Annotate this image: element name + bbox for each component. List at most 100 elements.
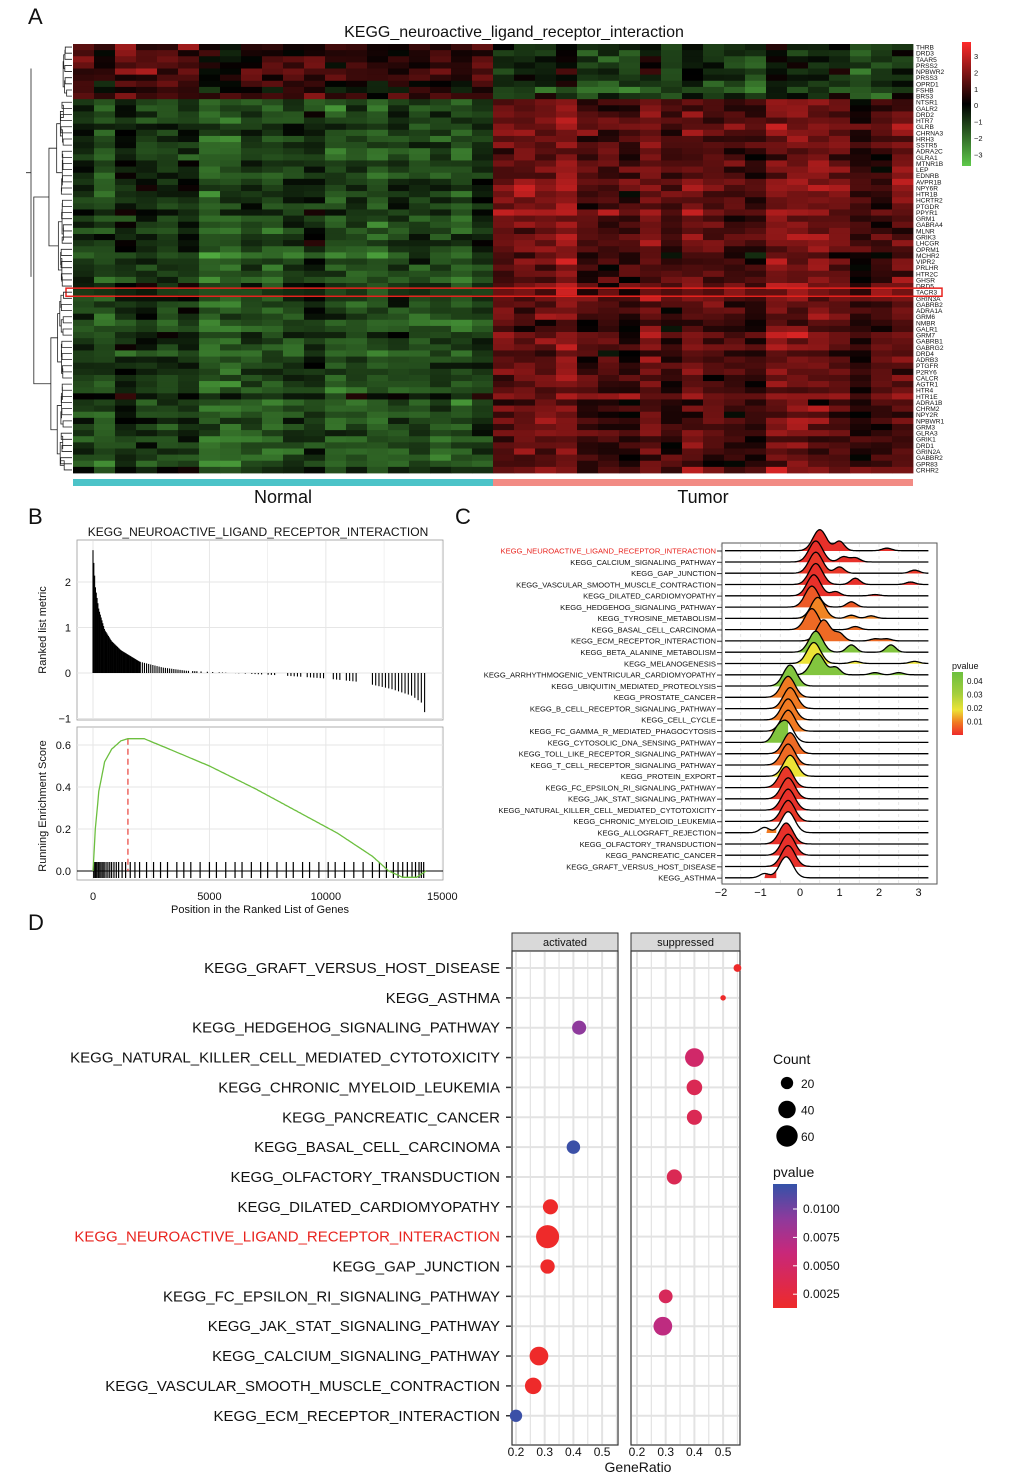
heatmap-cell [199,411,221,419]
heatmap-cell [808,246,830,253]
heatmap-cell [304,68,326,76]
heatmap-cell [640,135,662,143]
heatmap-cell [682,442,704,449]
heatmap-cell [598,129,620,137]
heatmap-cell [766,283,788,290]
heatmap-cell [892,209,914,216]
heatmap-cell [220,209,242,216]
heatmap-cell [430,460,452,468]
heatmap-cell [178,283,200,290]
heatmap-cell [388,86,410,94]
heatmap-cell [703,289,725,296]
heatmap-cell [241,154,263,161]
heatmap-cell [409,374,431,382]
heatmap-cell [514,356,536,364]
heatmap-cell [829,405,851,413]
heatmap-cell [535,276,557,284]
heatmap-cell [73,123,95,131]
heatmap-cell [703,74,725,82]
heatmap-cell [115,338,137,345]
heatmap-cell [262,240,284,247]
heatmap-cell [115,319,137,327]
heatmap-cell [136,399,158,406]
heatmap-cell [304,117,326,125]
heatmap-cell [892,117,914,125]
y-tick-top: −1 [58,714,71,726]
heatmap-cell [682,62,704,69]
heatmap-cell [136,307,158,315]
pathway-label: KEGG_CALCIUM_SIGNALING_PATHWAY [212,1348,500,1365]
heatmap-cell [703,313,725,321]
heatmap-cell [451,319,473,327]
heatmap-cell [682,460,704,468]
heatmap-cell [808,319,830,327]
heatmap-cell [787,430,809,437]
ridge-fill [798,529,899,551]
heatmap-cell [157,393,179,400]
heatmap-cell [262,123,284,131]
heatmap-cell [577,148,599,155]
heatmap-cell [829,362,851,370]
heatmap-cell [199,191,221,198]
heatmap-cell [136,338,158,345]
heatmap-cell [829,99,851,106]
heatmap-cell [556,264,578,272]
heatmap-cell [892,368,914,376]
heatmap-cell [640,50,662,57]
heatmap-cell [283,374,305,382]
heatmap-cell [787,68,809,76]
heatmap-cell [745,325,767,333]
heatmap-cell [409,80,431,88]
heatmap-cell [745,56,767,63]
heatmap-cell [94,368,116,376]
heatmap-cell [451,295,473,302]
heatmap-cell [661,393,683,400]
heatmap-cell [577,264,599,272]
heatmap-cell [661,252,683,259]
heatmap-cell [220,99,242,106]
heatmap-cell [829,252,851,259]
heatmap-cell [178,50,200,57]
heatmap-cell [220,184,242,192]
heatmap-cell [220,405,242,413]
heatmap-cell [115,289,137,296]
heatmap-cell [640,191,662,198]
heatmap-cell [577,270,599,278]
heatmap-cell [388,123,410,131]
heatmap-cell [577,350,599,357]
heatmap-cell [325,430,347,437]
heatmap-cell [136,221,158,229]
heatmap-cell [703,68,725,76]
heatmap-cell [535,307,557,315]
heatmap-cell [451,368,473,376]
pathway-label: KEGG_TOLL_LIKE_RECEPTOR_SIGNALING_PATHWA… [519,750,716,759]
heatmap-cell [871,270,893,278]
heatmap-cell [787,148,809,155]
heatmap-cell [871,172,893,180]
heatmap-cell [283,154,305,161]
heatmap-cell [409,417,431,425]
heatmap-cell [199,178,221,186]
heatmap-cell [136,50,158,57]
pathway-label: KEGG_BASAL_CELL_CARCINOMA [592,625,717,634]
heatmap-cell [472,80,494,88]
heatmap-cell [703,172,725,180]
heatmap-cell [346,411,368,419]
heatmap-cell [640,117,662,125]
heatmap-cell [241,135,263,143]
heatmap-cell [367,68,389,76]
heatmap-cell [808,405,830,413]
heatmap-cell [430,221,452,229]
heatmap-cell [367,289,389,296]
heatmap-cell [577,368,599,376]
heatmap-cell [766,301,788,308]
heatmap-cell [241,350,263,357]
heatmap-cell [409,362,431,370]
heatmap-cell [346,209,368,216]
heatmap-cell [157,178,179,186]
heatmap-cell [73,393,95,400]
heatmap-cell [535,56,557,63]
heatmap-cell [178,129,200,137]
heatmap-cell [703,417,725,425]
heatmap-cell [346,301,368,308]
